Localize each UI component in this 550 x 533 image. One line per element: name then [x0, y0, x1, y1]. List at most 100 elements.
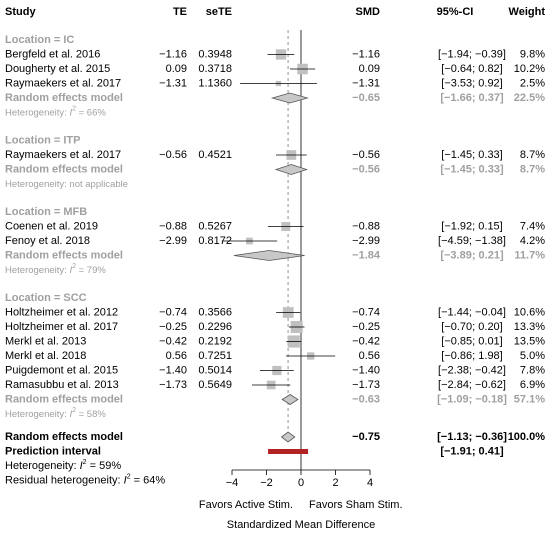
summary-diamond: [280, 431, 296, 443]
study-name: Bergfeld et al. 2016: [5, 48, 100, 60]
smd: 0.56: [359, 350, 380, 362]
study-name: Raymaekers et al. 2017: [5, 149, 121, 161]
heterogeneity-part: = 79%: [76, 265, 106, 276]
heterogeneity-part: Heterogeneity: not applicable: [5, 179, 128, 190]
group-label: Location = ITP: [5, 134, 80, 146]
heterogeneity-part: I: [80, 460, 83, 472]
heterogeneity-part: 2: [72, 407, 76, 414]
summary-diamond: [274, 164, 308, 175]
overall-smd: −0.75: [352, 431, 380, 443]
weight: 7.4%: [520, 220, 545, 232]
summary-diamond: [281, 394, 299, 405]
column-header: Weight: [509, 6, 546, 18]
ci: [−0.86; 1.98]: [441, 350, 502, 362]
summary-weight: 57.1%: [514, 393, 545, 405]
weight: 2.5%: [520, 77, 545, 89]
heterogeneity-part: I: [69, 409, 72, 420]
se: 0.4521: [198, 149, 232, 161]
heterogeneity-part: Heterogeneity:: [5, 409, 69, 420]
study-name: Raymaekers et al. 2017: [5, 77, 121, 89]
favors-left: Favors Active Stim.: [199, 499, 293, 511]
summary-weight: 8.7%: [520, 163, 545, 175]
smd: −0.56: [352, 149, 380, 161]
heterogeneity: Heterogeneity: I2 = 58%: [5, 407, 106, 419]
heterogeneity: Heterogeneity: I2 = 79%: [5, 263, 106, 275]
heterogeneity-part: Heterogeneity:: [5, 107, 69, 118]
summary-weight: 22.5%: [514, 92, 545, 104]
study-name: Puigdemont et al. 2015: [5, 364, 118, 376]
smd: −1.31: [352, 77, 380, 89]
heterogeneity-part: I: [69, 107, 72, 118]
te: −0.56: [159, 149, 187, 161]
summary-name: Random effects model: [5, 92, 123, 104]
weight: 10.2%: [514, 63, 545, 75]
se: 1.1360: [198, 77, 232, 89]
heterogeneity-part: Residual heterogeneity:: [5, 474, 124, 486]
study-name: Fenoy et al. 2018: [5, 235, 90, 247]
summary-ci: [−1.66; 0.37]: [440, 92, 504, 104]
prediction-bar: [268, 449, 309, 454]
summary-diamond: [233, 250, 305, 261]
te: 0.09: [166, 63, 187, 75]
column-header: 95%-CI: [437, 6, 474, 18]
te: −0.25: [159, 321, 187, 333]
weight: 4.2%: [520, 235, 545, 247]
group-label: Location = IC: [5, 34, 74, 46]
heterogeneity-part: 2: [83, 459, 87, 466]
se: 0.5267: [198, 220, 232, 232]
column-header: SMD: [356, 6, 381, 18]
summary-diamond: [270, 92, 309, 104]
se: 0.5014: [198, 364, 232, 376]
smd: −1.73: [352, 379, 380, 391]
summary-name: Random effects model: [5, 249, 123, 261]
study-name: Dougherty et al. 2015: [5, 63, 110, 75]
ci: [−3.53; 0.92]: [441, 77, 502, 89]
heterogeneity: Residual heterogeneity: I2 = 64%: [5, 474, 165, 487]
se: 0.3718: [198, 63, 232, 75]
heterogeneity: Heterogeneity: not applicable: [5, 179, 128, 190]
summary-ci: [−1.45; 0.33]: [440, 163, 504, 175]
se: 0.8172: [198, 235, 232, 247]
ci: [−1.45; 0.33]: [441, 149, 502, 161]
summary-smd: −0.56: [352, 163, 380, 175]
study-name: Merkl et al. 2013: [5, 335, 86, 347]
heterogeneity-part: = 64%: [131, 474, 166, 486]
weight: 10.6%: [514, 306, 545, 318]
weight: 5.0%: [520, 350, 545, 362]
ci: [−2.38; −0.42]: [438, 364, 506, 376]
summary-name: Random effects model: [5, 163, 123, 175]
smd: −2.99: [352, 235, 380, 247]
summary-smd: −0.63: [352, 393, 380, 405]
study-name: Holtzheimer et al. 2017: [5, 321, 118, 333]
study-name: Holtzheimer et al. 2012: [5, 306, 118, 318]
heterogeneity: Heterogeneity: I2 = 59%: [5, 459, 121, 472]
favors-right: Favors Sham Stim.: [309, 499, 403, 511]
ci: [−1.44; −0.04]: [438, 306, 506, 318]
heterogeneity-part: 2: [127, 474, 131, 481]
se: 0.3566: [198, 306, 232, 318]
smd: −1.40: [352, 364, 380, 376]
x-tick-label: −2: [260, 477, 273, 489]
ci: [−0.64; 0.82]: [441, 63, 502, 75]
group-label: Location = MFB: [5, 206, 87, 218]
overall-name: Random effects model: [5, 431, 123, 443]
te: −0.42: [159, 335, 187, 347]
x-tick-label: −4: [226, 477, 239, 489]
heterogeneity-part: = 58%: [76, 409, 106, 420]
summary-smd: −0.65: [352, 92, 380, 104]
study-name: Ramasubbu et al. 2013: [5, 379, 119, 391]
weight: 13.5%: [514, 335, 545, 347]
weight: 9.8%: [520, 48, 545, 60]
group-label: Location = SCC: [5, 292, 87, 304]
se: 0.5649: [198, 379, 232, 391]
marks-layer: [221, 49, 336, 454]
weight: 8.7%: [520, 149, 545, 161]
ci: [−1.92; 0.15]: [441, 220, 502, 232]
heterogeneity-part: 2: [72, 263, 76, 270]
x-tick-label: 2: [332, 477, 338, 489]
smd: −0.42: [352, 335, 380, 347]
te: −1.31: [159, 77, 187, 89]
weight: 6.9%: [520, 379, 545, 391]
overall-weight: 100.0%: [508, 431, 546, 443]
se: 0.2192: [198, 335, 232, 347]
